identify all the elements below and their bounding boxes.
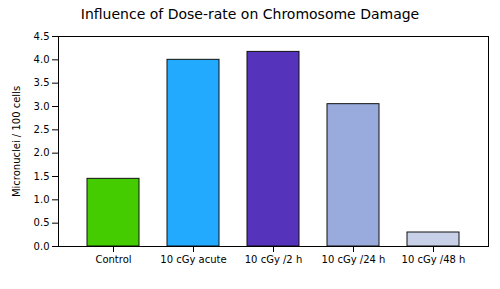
svg-text:0.0: 0.0 [34,241,50,252]
svg-text:0.5: 0.5 [34,217,50,228]
svg-text:Micronuclei / 100 cells: Micronuclei / 100 cells [11,86,22,197]
svg-text:4.5: 4.5 [34,31,50,42]
svg-text:1.5: 1.5 [34,171,50,182]
svg-text:10 cGy /48 h: 10 cGy /48 h [402,254,466,265]
svg-text:2.5: 2.5 [34,124,50,135]
svg-text:1.0: 1.0 [34,194,50,205]
svg-text:2.0: 2.0 [34,147,50,158]
svg-text:4.0: 4.0 [34,54,50,65]
svg-text:10 cGy acute: 10 cGy acute [160,254,226,265]
svg-text:10 cGy /24 h: 10 cGy /24 h [322,254,386,265]
svg-text:Control: Control [95,254,131,265]
html-text:Influence of Dose-rate on Chro: Influence of Dose-rate on Chromosome Dam… [80,6,420,22]
svg-text:3.5: 3.5 [34,77,50,88]
svg-text:3.0: 3.0 [34,101,50,112]
svg-text:10 cGy /2 h: 10 cGy /2 h [245,254,303,265]
